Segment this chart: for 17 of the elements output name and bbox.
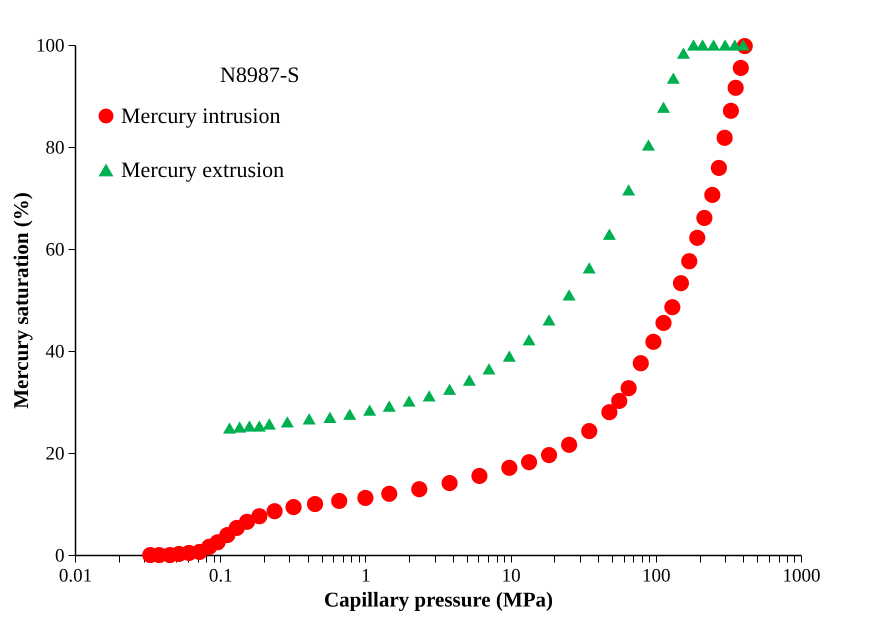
y-tick-label: 100: [36, 36, 64, 56]
x-tick-label: 1: [361, 566, 371, 586]
x-axis-title: Capillary pressure (MPa): [324, 588, 554, 612]
x-tick-label: 10: [502, 566, 521, 586]
y-tick-label: 20: [46, 444, 64, 464]
y-tick-label: 60: [46, 240, 64, 260]
x-tick-label: 1000: [782, 566, 820, 586]
x-tick-label: 0.1: [208, 566, 233, 586]
legend-label: Mercury extrusion: [121, 157, 284, 182]
annotation: N8987-S: [220, 62, 300, 87]
y-tick-label: 0: [55, 546, 64, 566]
legend-label: Mercury intrusion: [121, 103, 280, 128]
x-tick-label: 0.01: [58, 566, 92, 586]
y-axis-title: Mercury saturation (%): [9, 192, 33, 409]
y-tick-label: 80: [46, 138, 64, 158]
y-tick-label: 40: [46, 342, 64, 362]
x-tick-label: 100: [642, 566, 671, 586]
